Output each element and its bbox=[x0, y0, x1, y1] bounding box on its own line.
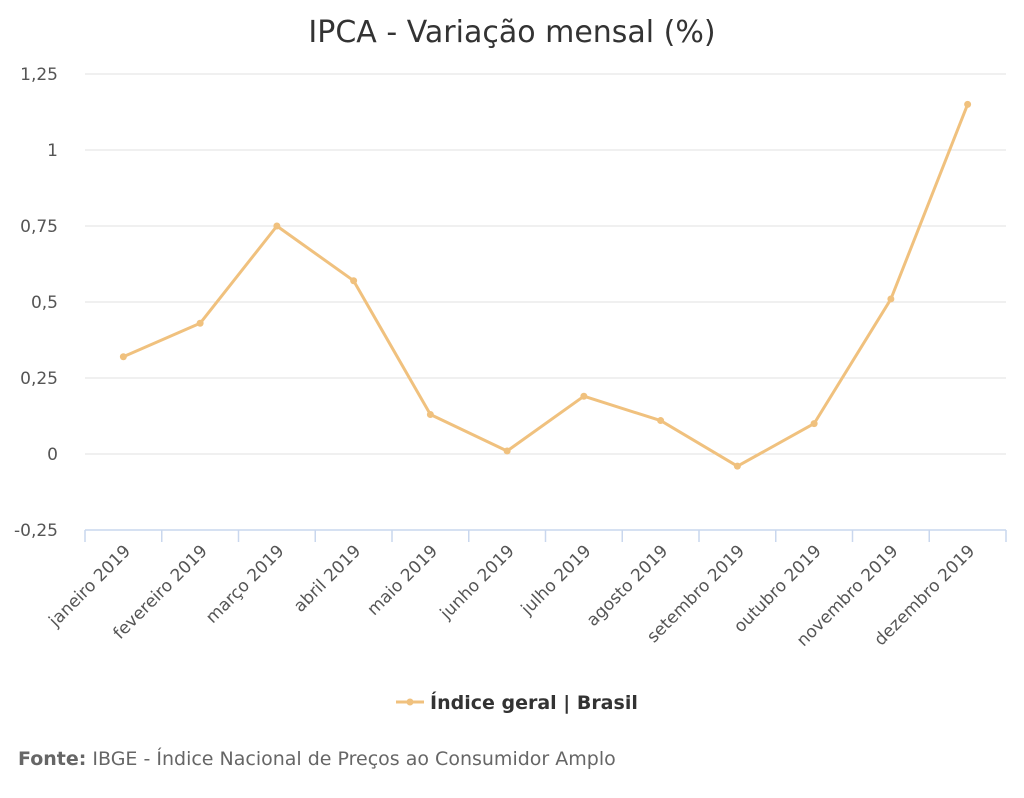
data-point[interactable] bbox=[273, 222, 281, 230]
legend-dot-marker bbox=[406, 698, 414, 706]
data-point[interactable] bbox=[810, 420, 818, 428]
y-tick-label: 0 bbox=[47, 445, 58, 465]
y-tick-label: 0,5 bbox=[31, 293, 58, 313]
chart-title: IPCA - Variação mensal (%) bbox=[308, 15, 715, 50]
y-tick-label: -0,25 bbox=[14, 521, 58, 541]
x-tick-label: abril 2019 bbox=[290, 541, 365, 616]
data-point[interactable] bbox=[580, 392, 588, 400]
data-point[interactable] bbox=[733, 462, 741, 470]
legend[interactable]: Índice geral | Brasil bbox=[396, 691, 638, 714]
data-point[interactable] bbox=[964, 100, 972, 108]
series-plot bbox=[119, 100, 972, 470]
data-point[interactable] bbox=[657, 417, 665, 425]
data-point[interactable] bbox=[119, 353, 127, 361]
series-line bbox=[121, 102, 970, 468]
data-point[interactable] bbox=[196, 319, 204, 327]
x-tick-label: julho 2019 bbox=[517, 541, 596, 620]
source-label: Fonte: bbox=[18, 748, 87, 770]
data-point[interactable] bbox=[887, 295, 895, 303]
source-text: IBGE - Índice Nacional de Preços ao Cons… bbox=[92, 748, 616, 770]
x-tick-label: março 2019 bbox=[202, 541, 288, 627]
y-tick-label: 1,25 bbox=[20, 65, 58, 85]
y-tick-label: 1 bbox=[47, 141, 58, 161]
y-axis-ticks: -0,25 0 0,25 0,5 0,75 1 1,25 bbox=[14, 65, 58, 541]
data-point[interactable] bbox=[350, 277, 358, 285]
x-tick-label: junho 2019 bbox=[436, 541, 519, 624]
gridlines bbox=[85, 73, 1006, 455]
y-tick-label: 0,75 bbox=[20, 217, 58, 237]
legend-label: Índice geral | Brasil bbox=[430, 691, 638, 714]
x-tick-label: maio 2019 bbox=[364, 541, 442, 619]
data-point[interactable] bbox=[503, 447, 511, 455]
data-point[interactable] bbox=[426, 410, 434, 418]
y-tick-label: 0,25 bbox=[20, 369, 58, 389]
source-note: Fonte: IBGE - Índice Nacional de Preços … bbox=[18, 748, 616, 770]
